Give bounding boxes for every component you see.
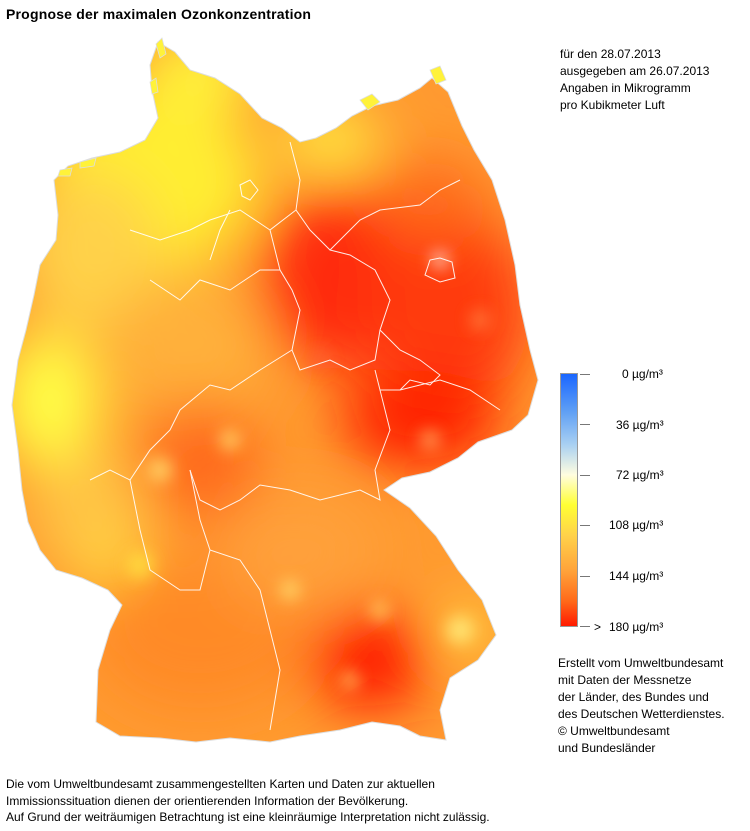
legend-tick: [580, 525, 590, 526]
legend-label-36: 36 µg/m³: [616, 418, 664, 432]
legend-label-max-prefix: >: [594, 620, 602, 634]
disclaimer: Die vom Umweltbundesamt zusammengestellt…: [6, 776, 490, 826]
credits-line: des Deutschen Wetterdienstes.: [558, 707, 725, 721]
credits-line: © Umweltbundesamt: [558, 724, 670, 738]
legend-label-72: 72 µg/m³: [616, 468, 664, 482]
legend-tick: [580, 576, 590, 577]
credits-line: der Länder, des Bundes und: [558, 690, 709, 704]
legend-tick: [580, 626, 590, 627]
unit-line-1: Angaben in Mikrogramm: [560, 81, 691, 95]
legend-tick: [580, 374, 590, 375]
forecast-info: für den 28.07.2013 ausgegeben am 26.07.2…: [560, 46, 709, 114]
issued-date: ausgegeben am 26.07.2013: [560, 64, 710, 78]
legend-label-108: 108 µg/m³: [609, 518, 664, 532]
ozone-map: [11, 37, 539, 743]
legend-label-180: 180 µg/m³: [609, 620, 664, 634]
credits-line: und Bundesländer: [558, 741, 656, 755]
unit-line-2: pro Kubikmeter Luft: [560, 98, 665, 112]
disclaimer-line: Immissionssituation dienen der orientier…: [6, 793, 409, 808]
page-title: Prognose der maximalen Ozonkonzentration: [6, 6, 312, 22]
disclaimer-line: Auf Grund der weiträumigen Betrachtung i…: [6, 810, 490, 824]
credits-line: Erstellt vom Umweltbundesamt: [558, 656, 724, 670]
forecast-date: für den 28.07.2013: [560, 47, 661, 61]
legend-label-144: 144 µg/m³: [609, 569, 664, 583]
legend-colorbar: [560, 373, 578, 627]
legend-tick: [580, 475, 590, 476]
legend-label-0: 0 µg/m³: [622, 367, 663, 381]
credits-line: mit Daten der Messnetze: [558, 673, 692, 687]
legend-tick: [580, 424, 590, 425]
disclaimer-line: Die vom Umweltbundesamt zusammengestellt…: [6, 777, 435, 791]
credits: Erstellt vom Umweltbundesamt mit Daten d…: [558, 655, 725, 757]
